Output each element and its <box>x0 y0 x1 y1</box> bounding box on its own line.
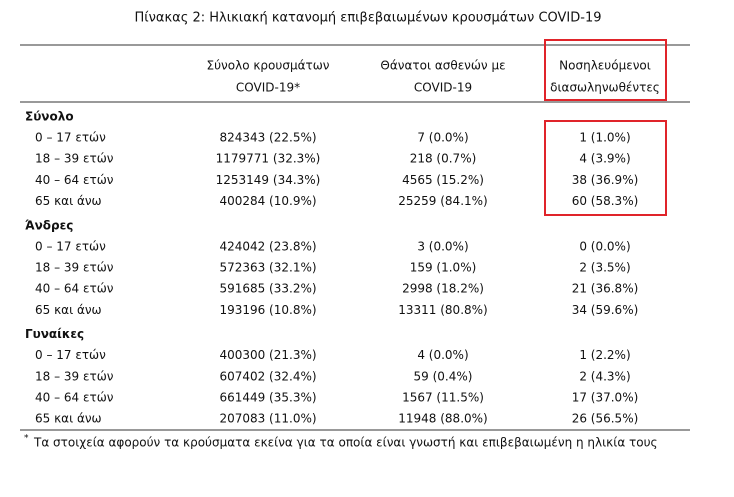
column-header: COVID-19* <box>236 81 300 95</box>
highlight-box <box>544 39 667 101</box>
cell: 2 (4.3%) <box>579 369 630 383</box>
group-label: Άνδρες <box>25 218 73 232</box>
row-label: 18 – 39 ετών <box>35 152 114 166</box>
cell: 13311 (80.8%) <box>398 303 487 317</box>
cell: 591685 (33.2%) <box>219 282 316 296</box>
row-label: 40 – 64 ετών <box>35 391 114 405</box>
row-label: 40 – 64 ετών <box>35 173 114 187</box>
cell: 4565 (15.2%) <box>402 173 484 187</box>
cell: 34 (59.6%) <box>572 303 639 317</box>
group-label: Σύνολο <box>25 110 74 124</box>
cell: 2 (3.5%) <box>579 261 630 275</box>
cell: 661449 (35.3%) <box>219 391 316 405</box>
cell: 26 (56.5%) <box>572 412 639 426</box>
cell: 25259 (84.1%) <box>398 194 487 208</box>
cell: 207083 (11.0%) <box>219 412 316 426</box>
column-header: Θάνατοι ασθενών με <box>380 59 505 73</box>
column-header: Σύνολο κρουσμάτων <box>207 59 330 73</box>
cell: 400284 (10.9%) <box>219 194 316 208</box>
highlight-box <box>544 120 667 216</box>
footnote: Τα στοιχεία αφορούν τα κρούσματα εκείνα … <box>33 436 658 450</box>
table-title: Πίνακας 2: Ηλικιακή κατανομή επιβεβαιωμέ… <box>135 11 602 26</box>
cell: 17 (37.0%) <box>572 391 639 405</box>
cell: 3 (0.0%) <box>417 239 468 253</box>
column-header: COVID-19 <box>414 81 472 95</box>
cell: 607402 (32.4%) <box>219 369 316 383</box>
column-header: διασωληνωθέντες <box>550 81 660 95</box>
cell: 11948 (88.0%) <box>398 412 487 426</box>
row-label: 0 – 17 ετών <box>35 348 106 362</box>
cell: 59 (0.4%) <box>414 369 473 383</box>
cell: 824343 (22.5%) <box>219 131 316 145</box>
row-label: 0 – 17 ετών <box>35 131 106 145</box>
cell: 4 (0.0%) <box>417 348 468 362</box>
cell: 38 (36.9%) <box>572 173 639 187</box>
row-label: 65 και άνω <box>35 412 102 426</box>
row-label: 18 – 39 ετών <box>35 261 114 275</box>
cell: 400300 (21.3%) <box>219 348 316 362</box>
cell: 1179771 (32.3%) <box>216 152 321 166</box>
cell: 159 (1.0%) <box>410 261 477 275</box>
cell: 0 (0.0%) <box>579 239 630 253</box>
cell: 60 (58.3%) <box>572 194 639 208</box>
cell: 1253149 (34.3%) <box>216 173 321 187</box>
cell: 1 (2.2%) <box>579 348 630 362</box>
cell: 424042 (23.8%) <box>219 239 316 253</box>
row-label: 40 – 64 ετών <box>35 282 114 296</box>
cell: 193196 (10.8%) <box>219 303 316 317</box>
cell: 4 (3.9%) <box>579 152 630 166</box>
row-label: 18 – 39 ετών <box>35 369 114 383</box>
row-label: 0 – 17 ετών <box>35 239 106 253</box>
cell: 572363 (32.1%) <box>219 261 316 275</box>
footnote-marker: * <box>24 434 29 444</box>
cell: 1 (1.0%) <box>579 131 630 145</box>
cell: 2998 (18.2%) <box>402 282 484 296</box>
row-label: 65 και άνω <box>35 303 102 317</box>
cell: 218 (0.7%) <box>410 152 477 166</box>
row-label: 65 και άνω <box>35 194 102 208</box>
group-label: Γυναίκες <box>25 327 84 341</box>
cell: 7 (0.0%) <box>417 131 468 145</box>
cell: 21 (36.8%) <box>572 282 639 296</box>
column-header: Νοσηλευόμενοι <box>559 59 651 73</box>
cell: 1567 (11.5%) <box>402 391 484 405</box>
